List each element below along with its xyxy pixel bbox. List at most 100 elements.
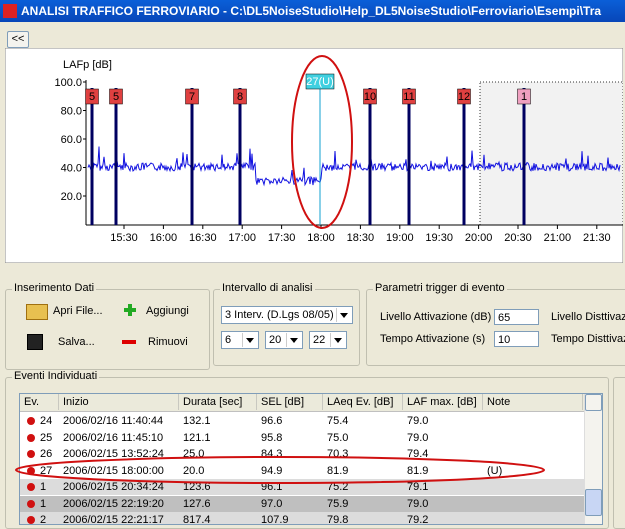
x-tick-label: 18:30	[347, 232, 375, 244]
y-tick-label: 60.0	[61, 134, 82, 146]
field-label: Tempo Disttivaz	[551, 333, 625, 345]
x-tick-label: 15:30	[110, 232, 138, 244]
event-label: 11	[403, 91, 414, 103]
chart-panel: LAFp [dB] 100.0 80.0 60.0 40.0 20.0 15:30 16:0…	[5, 48, 623, 263]
row-dot	[27, 450, 35, 458]
table-row[interactable]: 26 2006/02/15 13:52:24 25.0 84.3 70.3 79.4	[20, 446, 584, 462]
mode-combo[interactable]: 3 Interv. (D.Lgs 08/05)	[221, 306, 353, 324]
window-title: ANALISI TRAFFICO FERROVIARIO - C:\DL5Noi…	[21, 4, 602, 18]
event-marker	[457, 88, 471, 105]
table-cell: 817.4	[183, 514, 211, 525]
title-bar: ANALISI TRAFFICO FERROVIARIO - C:\DL5Noi…	[0, 0, 625, 22]
level-on-input[interactable]: 65	[494, 309, 539, 325]
x-tick-label: 20:00	[465, 232, 493, 244]
field-label: Tempo Attivazione (s)	[380, 333, 486, 345]
table-cell: 79.0	[407, 415, 429, 427]
group-title: Parametri trigger di evento	[373, 282, 507, 294]
table-cell: 107.9	[261, 514, 289, 525]
scroll-thumb[interactable]	[585, 489, 602, 516]
x-tick-label: 21:30	[583, 232, 611, 244]
scrollbar	[584, 394, 602, 524]
combo-text: 20	[269, 334, 282, 346]
save-icon	[27, 334, 43, 350]
event-marker	[402, 88, 416, 105]
table-cell: 79.4	[407, 448, 429, 460]
trigger-group: Parametri trigger di evento Livello Atti…	[366, 282, 625, 366]
table-row[interactable]: 1 2006/02/15 22:19:20 127.6 97.0 75.9 79.0	[20, 495, 584, 512]
folder-icon	[26, 304, 48, 320]
event-label: 5	[113, 91, 119, 103]
save-button[interactable]: Salva...	[58, 336, 95, 348]
row-dot	[27, 433, 35, 442]
inserimento-group: Inserimento Dati Apri File... Salva... A…	[5, 282, 210, 370]
remove-button[interactable]: Rimuovi	[148, 336, 188, 348]
table-cell: 79.2	[407, 514, 429, 525]
table-cell: 75.0	[327, 431, 349, 444]
table-cell: 95.8	[261, 431, 283, 444]
x-tick-label: 17:00	[228, 232, 256, 244]
combo-arrow	[242, 333, 257, 347]
scroll-up[interactable]	[585, 394, 602, 411]
table-cell: 79.1	[407, 481, 429, 493]
event-label: 8	[237, 91, 243, 103]
row-dot	[27, 417, 35, 425]
y-tick-label: 80.0	[61, 106, 82, 118]
column-header: LAF max. [dB]	[403, 394, 483, 410]
table-cell: 96.6	[261, 415, 283, 427]
table-cell: 2006/02/15 22:19:20	[63, 497, 164, 510]
event-marker	[85, 88, 99, 105]
table-cell: 26	[40, 448, 53, 460]
group-title: Intervallo di analisi	[220, 282, 315, 294]
event-label: 27(U)	[306, 76, 334, 88]
collapse-button[interactable]: <<	[7, 31, 29, 48]
table-cell: 1	[40, 481, 47, 493]
event-marker	[109, 88, 123, 105]
hour-combo[interactable]: 6	[221, 331, 259, 349]
table-row[interactable]: 27 2006/02/15 18:00:00 20.0 94.9 81.9 81.9 (U)	[20, 462, 584, 479]
x-tick-label: 17:30	[268, 232, 296, 244]
event-marker	[185, 88, 199, 105]
open-file-button[interactable]: Apri File...	[53, 305, 103, 317]
field-label: Livello Disttivaz	[551, 311, 625, 323]
table-cell: 127.6	[183, 497, 211, 510]
table-cell: 132.1	[183, 415, 211, 427]
table-cell: 79.0	[407, 431, 429, 444]
add-button[interactable]: Aggiungi	[146, 305, 189, 317]
table-row[interactable]: 24 2006/02/16 11:40:44 132.1 96.6 75.4 79.0	[20, 413, 584, 429]
table-cell: 121.1	[183, 431, 211, 444]
table-cell: 70.3	[327, 448, 349, 460]
table-cell: 2006/02/15 13:52:24	[63, 448, 164, 460]
table-row[interactable]: 1 2006/02/15 20:34:24 123.6 96.1 75.2 79.1	[20, 479, 584, 495]
row-dot	[27, 466, 35, 475]
table-cell: 75.9	[327, 497, 349, 510]
table-row[interactable]: 25 2006/02/16 11:45:10 121.1 95.8 75.0 79.0	[20, 429, 584, 446]
event-marker	[233, 88, 247, 105]
table-cell: 79.8	[327, 514, 349, 525]
column-header: Inizio	[59, 394, 179, 410]
dotted-region	[479, 81, 623, 226]
hour-combo[interactable]: 22	[309, 331, 347, 349]
event-label: 12	[458, 91, 470, 103]
group-title: Inserimento Dati	[12, 282, 97, 294]
table-cell: 2006/02/16 11:45:10	[63, 431, 164, 444]
x-tick-label: 18:00	[307, 232, 335, 244]
table-cell: 81.9	[327, 464, 349, 477]
table-cell: 97.0	[261, 497, 283, 510]
table-cell: 2006/02/15 20:34:24	[63, 481, 164, 493]
time-on-input[interactable]: 10	[494, 331, 539, 347]
group-title: Eventi Individuati	[12, 370, 100, 382]
column-header: Note	[483, 394, 583, 410]
table-row[interactable]: 2 2006/02/15 22:21:17 817.4 107.9 79.8 79.2	[20, 512, 584, 525]
column-header: SEL [dB]	[257, 394, 323, 410]
table-cell: 81.9	[407, 464, 429, 477]
table-cell: 2	[40, 514, 47, 525]
table-cell: 1	[40, 497, 47, 510]
table-cell: 27	[40, 464, 53, 477]
table-cell: 2006/02/15 22:21:17	[63, 514, 164, 525]
x-tick-label: 16:30	[189, 232, 217, 244]
hour-combo[interactable]: 20	[265, 331, 303, 349]
remove-icon	[122, 340, 136, 344]
table-cell: 75.2	[327, 481, 349, 493]
row-dot	[27, 499, 35, 508]
